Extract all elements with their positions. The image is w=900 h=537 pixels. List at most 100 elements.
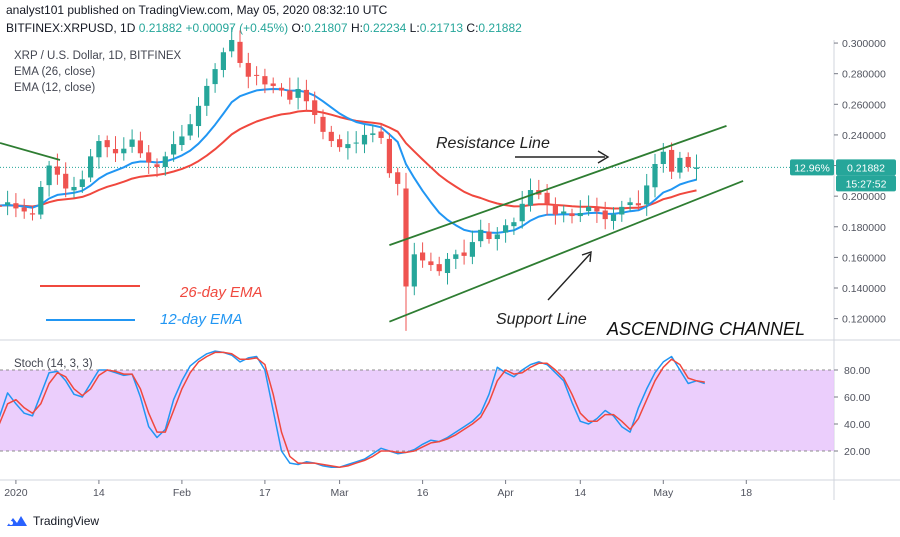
candle-body xyxy=(652,164,658,188)
candle xyxy=(469,230,475,265)
candle xyxy=(677,151,683,179)
candle-body xyxy=(345,144,351,149)
tradingview-footer[interactable]: TradingView xyxy=(6,514,99,528)
candle xyxy=(652,153,658,198)
candle-body xyxy=(436,264,442,272)
price-badge-text: 0.21882 xyxy=(847,162,885,174)
chart-legend-title: XRP / U.S. Dollar, 1D, BITFINEX xyxy=(14,50,182,62)
candle-body xyxy=(469,242,475,257)
candle xyxy=(619,200,625,222)
candle xyxy=(137,131,143,158)
candle-body xyxy=(494,234,500,240)
candle xyxy=(79,170,85,193)
candle xyxy=(262,68,268,94)
candle-body xyxy=(586,206,592,212)
candle-body xyxy=(162,156,168,168)
candle xyxy=(29,205,36,221)
candle-body xyxy=(693,167,700,169)
candle-body xyxy=(644,185,650,205)
candle-body xyxy=(21,207,27,212)
time-tick-label: Apr xyxy=(497,487,514,499)
candle-body xyxy=(295,88,301,98)
price-tick-label: 0.280000 xyxy=(842,69,886,81)
candle xyxy=(220,47,226,78)
candle xyxy=(38,180,44,220)
legend-ema26[interactable]: EMA (26, close) xyxy=(14,66,96,78)
candle-body xyxy=(29,213,36,215)
candle-body xyxy=(71,186,77,191)
candle xyxy=(411,242,417,296)
percent-badge xyxy=(790,159,834,176)
candle-body xyxy=(270,83,276,86)
candle xyxy=(478,219,484,248)
candle-body xyxy=(129,139,135,147)
low-label: L: xyxy=(409,21,420,35)
candle xyxy=(237,30,243,68)
ema12-annotation: 12-day EMA xyxy=(160,311,243,328)
candle xyxy=(312,91,318,124)
candle-body xyxy=(403,188,409,287)
candle-body xyxy=(13,203,19,209)
candle-body xyxy=(428,261,434,266)
candle xyxy=(552,197,558,225)
candle xyxy=(112,136,119,163)
candle-body xyxy=(262,76,268,85)
candle-body xyxy=(320,116,326,132)
candle-body xyxy=(635,203,641,206)
candle-body xyxy=(171,144,177,155)
time-tick-label: Feb xyxy=(173,487,191,499)
prior-trendline xyxy=(0,142,61,161)
candle-body xyxy=(104,140,110,148)
close-value: 0.21882 xyxy=(478,21,522,35)
candle-body xyxy=(112,149,119,154)
candle-body xyxy=(395,172,401,184)
candle xyxy=(320,109,326,140)
candle-body xyxy=(38,186,44,215)
candle-body xyxy=(88,156,94,178)
candle-body xyxy=(420,252,426,261)
candle xyxy=(361,124,368,154)
candle-body xyxy=(569,213,575,217)
support-arrow-shaft xyxy=(547,253,591,301)
ohlc-header: BITFINEX:XRPUSD, 1D 0.21882 +0.00097 (+0… xyxy=(6,21,522,35)
candle-body xyxy=(519,203,525,222)
candle xyxy=(353,131,359,154)
candle xyxy=(594,197,600,223)
candle-body xyxy=(627,202,633,206)
candle xyxy=(395,167,401,196)
candle xyxy=(561,205,567,223)
publish-text: analyst101 published on TradingView.com,… xyxy=(6,3,388,17)
candle xyxy=(287,77,293,105)
stoch-tick-label: 40.00 xyxy=(844,419,870,431)
legend-stoch[interactable]: Stoch (14, 3, 3) xyxy=(14,358,93,370)
candle-body xyxy=(685,156,691,168)
support-line xyxy=(389,180,744,323)
candle-body xyxy=(229,40,235,52)
resistance-line xyxy=(389,125,727,246)
candle-body xyxy=(278,87,285,91)
price-tick-label: 0.120000 xyxy=(842,314,886,326)
candle-body xyxy=(179,136,185,146)
time-tick-label: May xyxy=(653,487,674,499)
candle xyxy=(453,249,459,270)
candle-body xyxy=(378,131,384,138)
price-tick-label: 0.260000 xyxy=(842,99,886,111)
candle xyxy=(295,77,301,110)
legend-ema12[interactable]: EMA (12, close) xyxy=(14,82,96,94)
candle xyxy=(577,200,583,223)
price-tick-label: 0.160000 xyxy=(842,252,886,264)
candle-body xyxy=(46,165,52,186)
candle-body xyxy=(303,89,309,102)
candle-body xyxy=(577,212,583,217)
candle-body xyxy=(63,173,69,189)
candle xyxy=(0,205,2,207)
low-value: 0.21713 xyxy=(419,21,464,35)
stoch-tick-label: 20.00 xyxy=(844,446,870,458)
price-tick-label: 0.140000 xyxy=(842,283,886,295)
channel-label: ASCENDING CHANNEL xyxy=(606,319,805,339)
candle-body xyxy=(54,166,60,175)
candle xyxy=(179,124,185,151)
candle xyxy=(428,252,434,272)
candle-body xyxy=(552,204,558,215)
